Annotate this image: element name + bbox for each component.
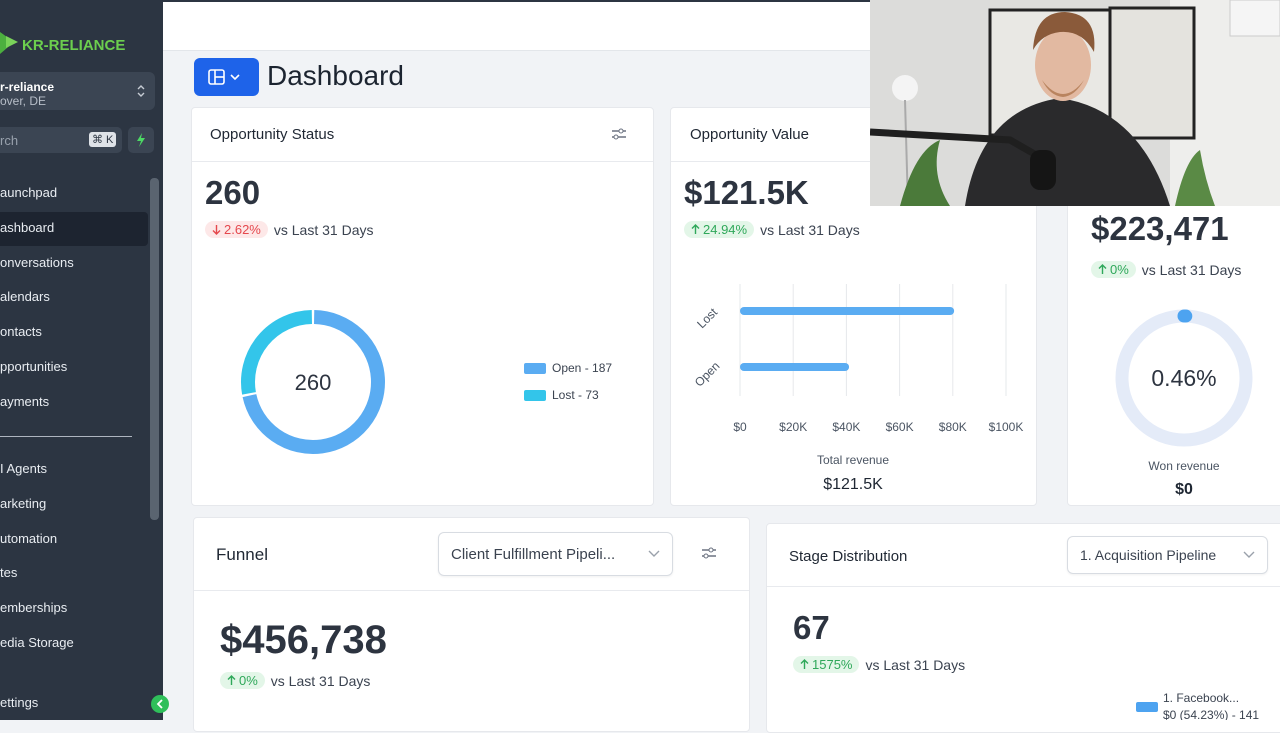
legend-label: Open - 187 <box>552 361 612 375</box>
x-tick-label: $60K <box>886 420 914 434</box>
legend-label: Lost - 73 <box>552 388 599 402</box>
legend-swatch <box>524 390 546 401</box>
donut-center: 260 <box>295 370 332 395</box>
won-label: Won revenue <box>1148 459 1219 473</box>
legend-swatch <box>524 363 546 374</box>
y-tick-label: Open <box>692 359 723 390</box>
bar <box>740 363 849 371</box>
legend-label: 1. Facebook... <box>1163 691 1239 705</box>
gauge-label: 0.46% <box>1151 365 1216 391</box>
legend-swatch <box>1136 702 1158 712</box>
chart-total: $121.5K <box>823 476 883 493</box>
x-tick-label: $20K <box>779 420 807 434</box>
x-tick-label: $100K <box>989 420 1024 434</box>
webcam-overlay <box>870 0 1280 206</box>
bar <box>740 307 954 315</box>
won-amount: $0 <box>1175 481 1193 498</box>
legend-detail: $0 (54.23%) - 141 <box>1163 708 1259 720</box>
x-tick-label: $0 <box>733 420 747 434</box>
axis-label: Total revenue <box>817 453 889 467</box>
y-tick-label: Lost <box>694 305 720 331</box>
x-tick-label: $40K <box>832 420 860 434</box>
x-tick-label: $80K <box>939 420 967 434</box>
